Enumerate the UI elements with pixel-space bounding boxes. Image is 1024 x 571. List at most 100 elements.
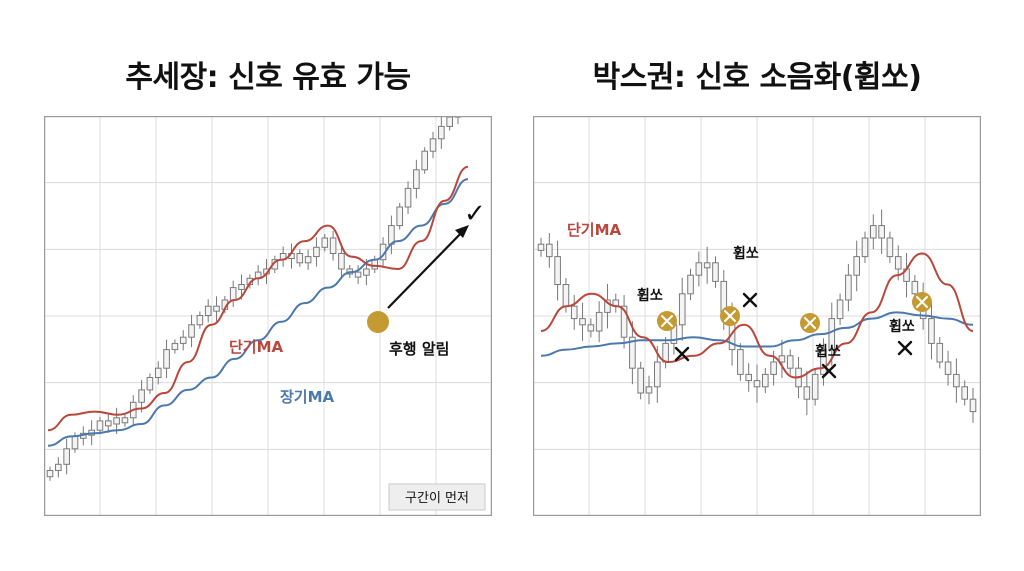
candle-body	[878, 225, 885, 239]
candle-body	[803, 386, 811, 400]
candle-body	[229, 287, 237, 301]
whipsaw-label: 휩쏘	[733, 245, 759, 262]
candle-body	[213, 305, 220, 312]
candle-body	[238, 284, 245, 290]
candle-body	[687, 274, 694, 295]
candle-body	[886, 237, 894, 258]
candle-body	[770, 361, 777, 375]
candle-body	[113, 417, 120, 425]
whipsaw-marker-4: 휩쏘	[889, 292, 932, 356]
left-long-ma-label: 장기MA	[280, 388, 335, 406]
candle-body	[138, 389, 145, 403]
candle-body	[579, 318, 586, 326]
candle-body	[329, 237, 337, 254]
candle-body	[853, 256, 860, 276]
left-grid	[44, 116, 492, 516]
candle-body	[587, 324, 595, 332]
candle-body	[196, 315, 204, 326]
candle-body	[546, 243, 553, 258]
candle-body	[753, 380, 761, 388]
cross-dot-x-icon	[661, 315, 673, 327]
candle-body	[953, 373, 960, 388]
candle-body	[595, 311, 603, 332]
candle-body	[695, 262, 703, 276]
candle-body	[104, 420, 112, 427]
candle-body	[554, 256, 561, 286]
candle-body	[928, 318, 935, 344]
candle-body	[313, 246, 320, 258]
x-mark-icon	[674, 346, 690, 362]
candle-body	[944, 361, 952, 375]
candle-body	[645, 386, 653, 394]
range-first-badge-text: 구간이 먼저	[405, 491, 469, 506]
candle-body	[63, 448, 70, 465]
check-mark-icon: ✓	[464, 199, 486, 229]
candle-body	[778, 355, 786, 363]
candle-body	[637, 367, 644, 394]
whipsaw-label: 휩쏘	[889, 318, 915, 335]
candle-body	[354, 271, 362, 278]
candle-body	[678, 293, 686, 326]
left-candles	[46, 116, 462, 481]
golden-cross-dot	[367, 311, 389, 333]
candle-body	[828, 318, 836, 351]
trend-arrow-head	[455, 225, 469, 238]
candle-body	[894, 256, 902, 270]
candle-body	[712, 262, 719, 282]
right-short-ma-label: 단기MA	[567, 221, 622, 239]
candle-body	[338, 253, 345, 270]
candle-body	[703, 262, 711, 269]
whipsaw-marker-2: 휩쏘	[720, 245, 759, 326]
candle-body	[604, 299, 611, 313]
trend-arrow-line	[387, 227, 467, 309]
left-chart-frame	[44, 116, 492, 516]
candle-body	[861, 237, 869, 258]
candle-body	[154, 367, 162, 378]
candle-body	[811, 373, 819, 400]
right-long-ma-line	[540, 311, 974, 357]
candle-body	[570, 305, 578, 320]
candle-body	[911, 280, 919, 295]
candle-body	[429, 138, 437, 152]
x-mark-icon	[742, 292, 758, 308]
left-short-ma-line	[47, 165, 469, 432]
candle-body	[537, 243, 545, 251]
candle-body	[296, 253, 304, 264]
candle-body	[363, 268, 370, 276]
whipsaw-label: 휩쏘	[815, 343, 841, 360]
candle-body	[421, 150, 428, 171]
candle-body	[163, 349, 170, 369]
x-mark-icon	[821, 363, 837, 379]
candle-body	[786, 355, 794, 369]
right-short-ma-line	[540, 252, 974, 379]
candle-body	[71, 435, 79, 450]
candle-body	[629, 336, 636, 369]
candle-body	[304, 256, 312, 264]
candle-body	[404, 187, 412, 208]
cross-dot-x-icon	[916, 296, 928, 308]
lagging-alert-label: 후행 알림	[389, 340, 449, 358]
candle-body	[96, 420, 104, 431]
candle-body	[179, 336, 187, 344]
x-mark-icon	[897, 340, 913, 356]
candle-body	[55, 463, 62, 471]
candle-body	[446, 116, 453, 127]
candle-body	[845, 274, 852, 301]
candle-body	[46, 470, 54, 478]
candle-body	[745, 373, 752, 382]
candle-body	[371, 259, 379, 270]
candle-body	[836, 299, 844, 320]
candle-body	[146, 377, 154, 391]
candle-body	[654, 361, 661, 388]
candle-body	[204, 305, 212, 316]
candle-body	[562, 284, 570, 307]
candle-body	[820, 349, 827, 375]
left-chart-title: 추세장: 신호 유효 가능	[125, 60, 411, 95]
left-short-ma-label: 단기MA	[229, 338, 284, 356]
right-chart-title: 박스권: 신호 소음화(휩쏘)	[592, 60, 922, 95]
candle-body	[438, 125, 445, 140]
candle-body	[620, 305, 628, 338]
candle-body	[969, 398, 977, 413]
whipsaw-marker-3: 휩쏘	[800, 313, 841, 379]
